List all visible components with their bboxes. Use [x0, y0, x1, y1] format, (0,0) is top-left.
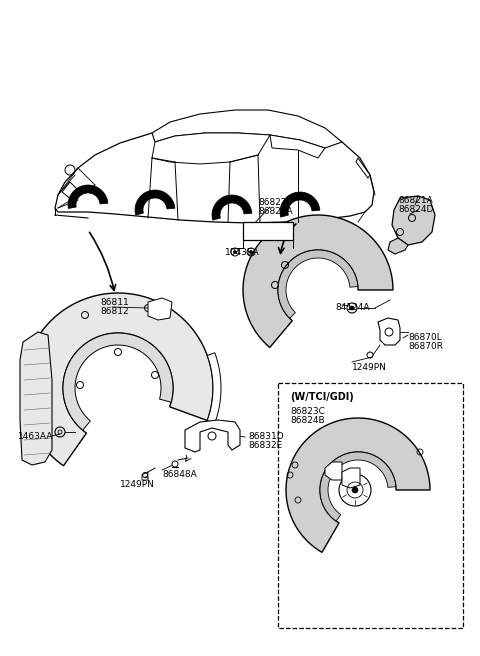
- Text: 86822F: 86822F: [258, 198, 292, 207]
- Text: 86811: 86811: [100, 298, 129, 307]
- Text: 86821A: 86821A: [398, 196, 433, 205]
- Polygon shape: [356, 158, 370, 178]
- Text: 86823C: 86823C: [290, 407, 325, 416]
- Text: 1249PN: 1249PN: [352, 363, 387, 372]
- FancyBboxPatch shape: [278, 383, 463, 628]
- Text: 1249PN: 1249PN: [120, 480, 155, 489]
- Polygon shape: [212, 195, 252, 220]
- Polygon shape: [63, 333, 173, 430]
- Text: 86832E: 86832E: [248, 441, 282, 450]
- Polygon shape: [142, 472, 148, 480]
- Polygon shape: [20, 332, 52, 465]
- Polygon shape: [62, 182, 78, 200]
- Text: 1043EA: 1043EA: [225, 248, 260, 257]
- Polygon shape: [152, 110, 342, 148]
- Text: 84124A: 84124A: [335, 303, 370, 312]
- Polygon shape: [392, 196, 435, 245]
- Polygon shape: [280, 192, 320, 217]
- Polygon shape: [378, 318, 400, 345]
- Polygon shape: [325, 462, 342, 480]
- Text: 86870L: 86870L: [408, 333, 442, 342]
- Polygon shape: [243, 215, 393, 348]
- Polygon shape: [320, 452, 396, 521]
- Polygon shape: [278, 250, 358, 318]
- Text: 1042AA: 1042AA: [251, 228, 286, 237]
- Polygon shape: [286, 418, 430, 552]
- Text: 1463AA: 1463AA: [18, 432, 53, 441]
- Polygon shape: [135, 190, 175, 215]
- Circle shape: [350, 306, 354, 310]
- Polygon shape: [55, 121, 374, 223]
- Text: 86812: 86812: [100, 307, 129, 316]
- Text: 86848A: 86848A: [162, 470, 197, 479]
- Text: 86824B: 86824B: [290, 416, 324, 425]
- Circle shape: [233, 251, 237, 253]
- Text: (W/TCI/GDI): (W/TCI/GDI): [290, 392, 354, 402]
- Polygon shape: [68, 185, 108, 209]
- Circle shape: [172, 461, 178, 467]
- Polygon shape: [342, 468, 360, 488]
- Circle shape: [250, 251, 252, 253]
- Polygon shape: [185, 420, 240, 452]
- Polygon shape: [23, 293, 213, 466]
- Text: 86824D: 86824D: [398, 205, 433, 214]
- Circle shape: [352, 487, 358, 493]
- Polygon shape: [148, 298, 172, 320]
- Polygon shape: [207, 353, 221, 423]
- Polygon shape: [152, 133, 270, 164]
- Text: 86823A: 86823A: [258, 207, 293, 216]
- Polygon shape: [270, 135, 325, 158]
- Text: 86831D: 86831D: [248, 432, 284, 441]
- FancyBboxPatch shape: [243, 222, 293, 240]
- Text: 86870R: 86870R: [408, 342, 443, 351]
- Polygon shape: [388, 238, 408, 254]
